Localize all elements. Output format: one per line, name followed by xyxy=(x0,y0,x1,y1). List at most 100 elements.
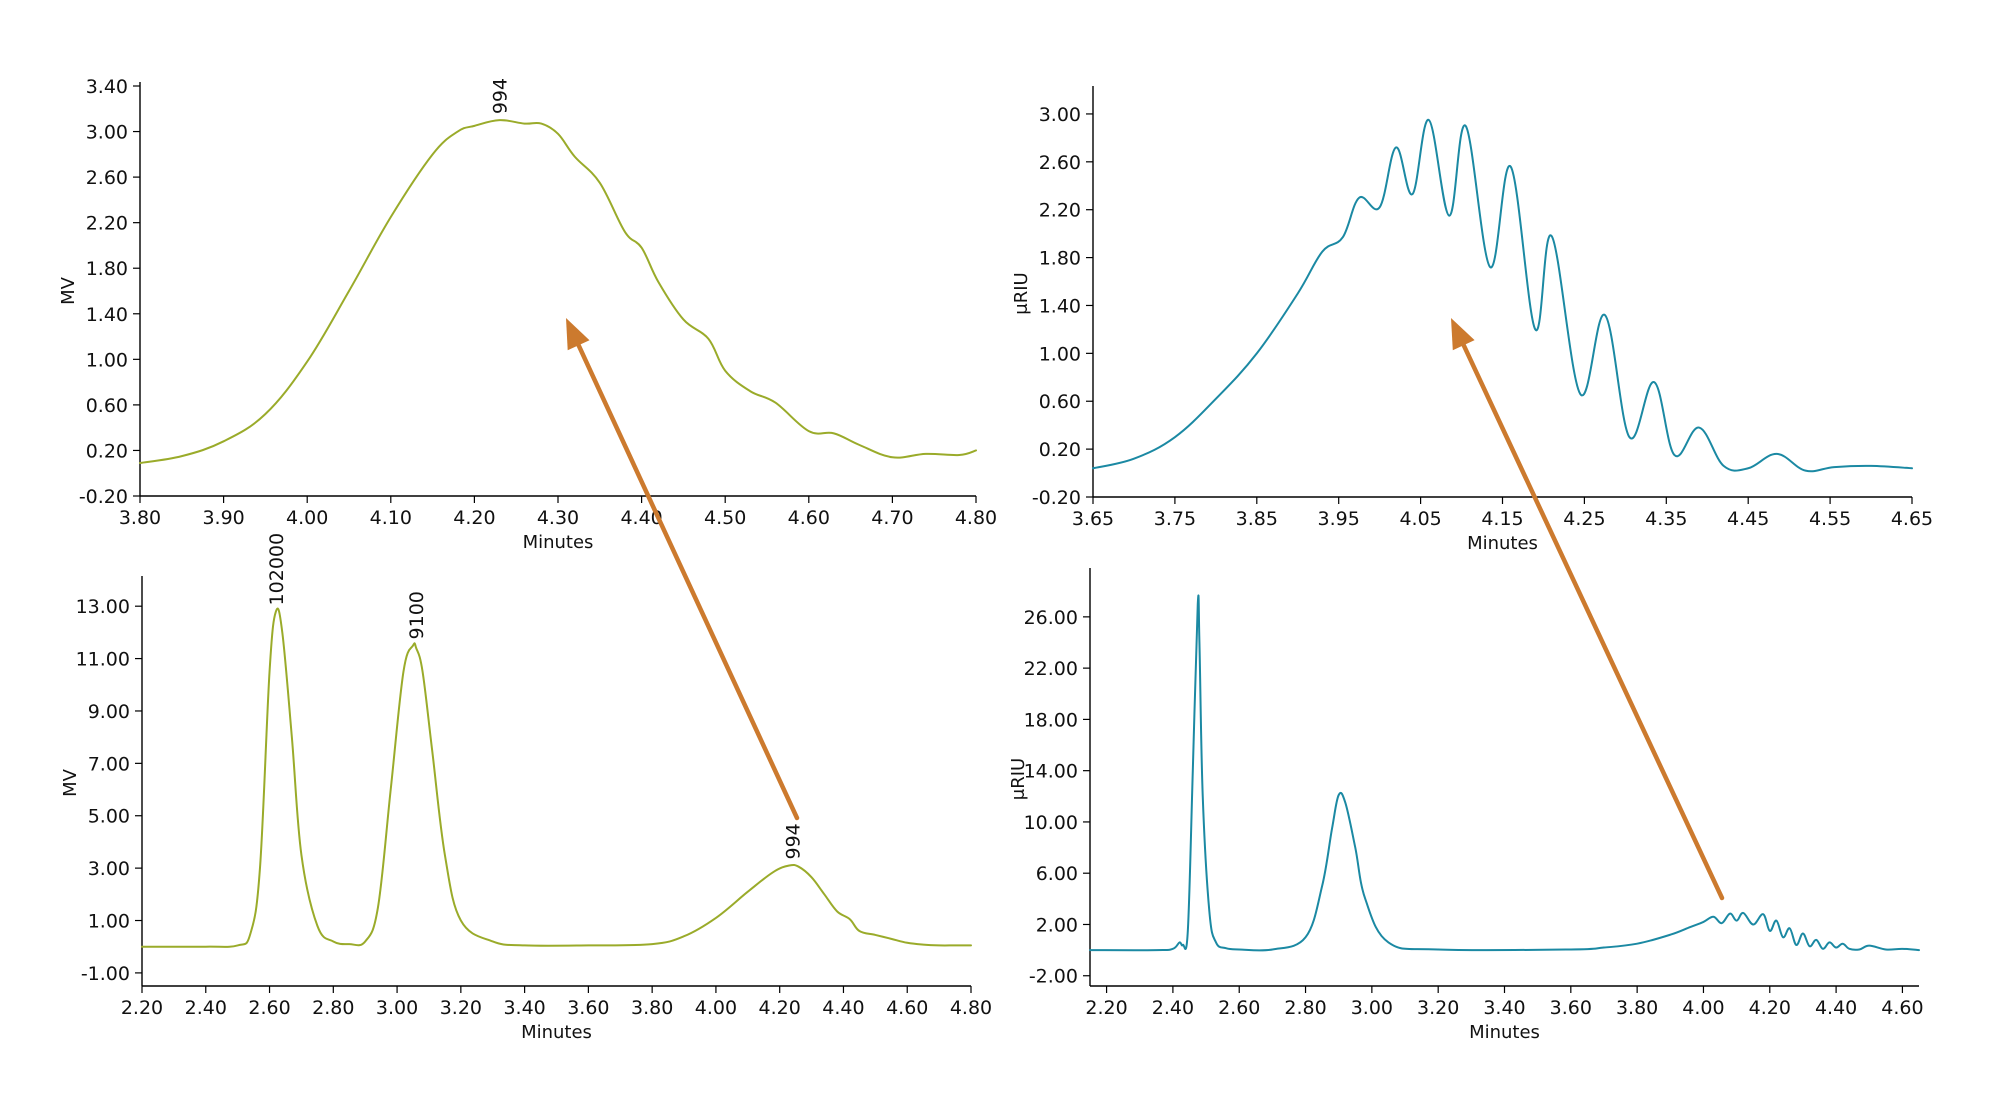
y-tick-label: 1.80 xyxy=(1039,248,1081,270)
x-tick-label: 4.55 xyxy=(1809,508,1851,530)
x-tick-label: 3.90 xyxy=(202,507,244,529)
x-tick-label: 4.20 xyxy=(453,507,495,529)
y-tick-label: -0.20 xyxy=(79,486,128,508)
y-tick-label: 1.40 xyxy=(1039,295,1081,317)
x-tick-label: 4.20 xyxy=(1749,997,1791,1019)
x-tick-label: 3.40 xyxy=(503,997,545,1019)
x-tick-label: 4.25 xyxy=(1563,508,1605,530)
x-tick-label: 3.95 xyxy=(1318,508,1360,530)
x-tick-label: 3.00 xyxy=(1351,997,1393,1019)
y-tick-label: 0.20 xyxy=(1039,439,1081,461)
y-tick-label: 0.20 xyxy=(86,440,128,462)
y-tick-label: 9.00 xyxy=(88,701,130,723)
peak-label: 994 xyxy=(782,823,804,859)
x-tick-label: 3.80 xyxy=(119,507,161,529)
y-axis-title: MV xyxy=(60,768,81,797)
x-tick-label: 2.80 xyxy=(312,997,354,1019)
y-tick-label: 2.60 xyxy=(86,167,128,189)
x-tick-label: 3.60 xyxy=(1550,997,1592,1019)
x-tick-label: 4.10 xyxy=(370,507,412,529)
x-tick-label: 3.20 xyxy=(440,997,482,1019)
y-tick-label: 6.00 xyxy=(1036,863,1078,885)
y-tick-label: 1.40 xyxy=(86,304,128,326)
x-tick-label: 2.60 xyxy=(248,997,290,1019)
x-tick-label: 2.40 xyxy=(1152,997,1194,1019)
peak-label: 102000 xyxy=(266,533,288,606)
x-tick-label: 2.40 xyxy=(185,997,227,1019)
y-tick-label: 3.00 xyxy=(1039,104,1081,126)
y-tick-label: 1.00 xyxy=(1039,343,1081,365)
x-axis-title: Minutes xyxy=(1469,1022,1540,1043)
y-tick-label: 1.00 xyxy=(86,349,128,371)
x-tick-label: 3.60 xyxy=(567,997,609,1019)
y-tick-label: 10.00 xyxy=(1024,812,1078,834)
y-tick-label: 1.00 xyxy=(88,911,130,933)
y-tick-label: -2.00 xyxy=(1029,966,1078,988)
y-tick-label: 7.00 xyxy=(88,753,130,775)
y-axis-title: MV xyxy=(58,276,79,305)
x-tick-label: 4.20 xyxy=(759,997,801,1019)
x-tick-label: 4.35 xyxy=(1645,508,1687,530)
y-tick-label: 0.60 xyxy=(1039,391,1081,413)
y-tick-label: -1.00 xyxy=(81,963,130,985)
x-tick-label: 2.60 xyxy=(1218,997,1260,1019)
x-tick-label: 3.80 xyxy=(1616,997,1658,1019)
x-tick-label: 4.45 xyxy=(1727,508,1769,530)
zoom-arrow-left-shaft xyxy=(576,342,800,821)
x-tick-label: 4.30 xyxy=(537,507,579,529)
y-tick-label: 14.00 xyxy=(1024,761,1078,783)
y-tick-label: 1.80 xyxy=(86,258,128,280)
x-tick-label: 4.40 xyxy=(620,507,662,529)
x-tick-label: 4.00 xyxy=(1682,997,1724,1019)
y-tick-label: 18.00 xyxy=(1024,709,1078,731)
y-tick-label: -0.20 xyxy=(1032,487,1081,509)
y-tick-label: 2.20 xyxy=(86,213,128,235)
y-tick-label: 3.40 xyxy=(86,76,128,98)
y-tick-label: 0.60 xyxy=(86,395,128,417)
x-tick-label: 4.70 xyxy=(871,507,913,529)
x-axis-title: Minutes xyxy=(523,532,594,553)
y-tick-label: 11.00 xyxy=(76,649,130,671)
x-tick-label: 4.80 xyxy=(955,507,997,529)
y-tick-label: 3.00 xyxy=(88,858,130,880)
x-tick-label: 4.00 xyxy=(695,997,737,1019)
x-tick-label: 4.80 xyxy=(950,997,992,1019)
x-tick-label: 4.50 xyxy=(704,507,746,529)
zoom-arrow-left-head xyxy=(566,318,590,351)
series-line-bottom-right xyxy=(1089,594,1920,952)
x-tick-label: 2.20 xyxy=(121,997,163,1019)
y-tick-label: 22.00 xyxy=(1024,658,1078,680)
zoom-arrow-right-shaft xyxy=(1461,342,1725,901)
y-tick-label: 5.00 xyxy=(88,806,130,828)
x-axis-title: Minutes xyxy=(1467,533,1538,554)
x-tick-label: 2.80 xyxy=(1284,997,1326,1019)
y-tick-label: 2.00 xyxy=(1036,914,1078,936)
x-tick-label: 4.40 xyxy=(1815,997,1857,1019)
peak-label: 9100 xyxy=(406,591,428,639)
x-tick-label: 3.20 xyxy=(1417,997,1459,1019)
x-tick-label: 3.00 xyxy=(376,997,418,1019)
y-tick-label: 2.20 xyxy=(1039,200,1081,222)
chart-panel-top-right: 3.65 3.75 3.85 3.95 4.05 4.15 4.25 4.35 4.45 4.55… xyxy=(1011,86,1933,554)
x-tick-label: 4.60 xyxy=(886,997,928,1019)
x-tick-label: 2.20 xyxy=(1085,997,1127,1019)
chart-panel-bottom-right: 2.20 2.40 2.60 2.80 3.00 3.20 3.40 3.60 3.80 4.00… xyxy=(1008,568,1924,1043)
x-tick-label: 4.40 xyxy=(822,997,864,1019)
x-tick-label: 4.65 xyxy=(1891,508,1933,530)
x-tick-label: 3.65 xyxy=(1072,508,1114,530)
x-tick-label: 4.05 xyxy=(1399,508,1441,530)
x-tick-label: 4.00 xyxy=(286,507,328,529)
series-line-bottom-left xyxy=(141,607,972,948)
x-tick-label: 3.40 xyxy=(1483,997,1525,1019)
chart-panel-bottom-left: 2.20 2.40 2.60 2.80 3.00 3.20 3.40 3.60 3.80 4.00… xyxy=(60,533,992,1043)
x-tick-label: 4.15 xyxy=(1481,508,1523,530)
y-tick-label: 13.00 xyxy=(76,596,130,618)
y-tick-label: 2.60 xyxy=(1039,152,1081,174)
y-axis-title: μRIU xyxy=(1008,758,1029,800)
y-axis-title: μRIU xyxy=(1011,272,1032,314)
y-tick-label: 3.00 xyxy=(86,122,128,144)
x-tick-label: 3.75 xyxy=(1154,508,1196,530)
x-axis-title: Minutes xyxy=(521,1022,592,1043)
